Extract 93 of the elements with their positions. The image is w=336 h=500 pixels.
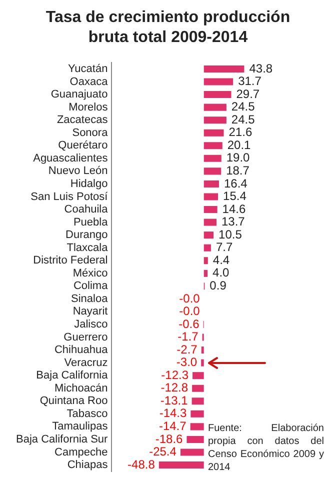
data-label: -12.3 (161, 368, 189, 382)
y-tick-label: México (72, 267, 108, 280)
y-tick-label: Zacatecas (56, 114, 108, 126)
data-label: 16.4 (224, 176, 248, 190)
bar (204, 218, 216, 226)
bar (204, 193, 218, 200)
bar (204, 65, 244, 72)
data-label: -18.6 (155, 432, 184, 446)
y-tick-label: San Luis Potosí (30, 190, 109, 203)
data-label: 13.7 (221, 214, 246, 229)
data-label: 18.7 (226, 164, 250, 178)
y-tick-label: Yucatán (68, 63, 108, 76)
y-tick-label: Distrito Federal (33, 254, 108, 267)
data-label: 43.8 (249, 61, 273, 76)
bar (204, 91, 232, 98)
bar (190, 410, 204, 418)
data-label: 24.5 (231, 112, 256, 126)
y-tick-label: Tamaulipas (52, 420, 108, 433)
bar (192, 372, 204, 380)
data-label: -13.1 (160, 393, 188, 408)
data-label: -0.0 (179, 304, 200, 318)
data-label: 4.0 (212, 266, 230, 280)
data-label: 0.9 (210, 278, 227, 292)
y-tick-label: Quintana Roo (40, 395, 108, 408)
y-tick-label: Querétaro (58, 140, 108, 152)
y-tick-label: Guanajuato (50, 88, 108, 101)
y-tick-label: Nuevo León (48, 165, 108, 178)
y-tick-label: Tlaxcala (66, 242, 109, 254)
y-tick-label: Jalisco (74, 318, 108, 331)
data-label: -2.7 (176, 342, 198, 356)
y-tick-label: Oaxaca (70, 76, 109, 88)
data-label: -14.3 (159, 406, 187, 420)
y-tick-label: Hidalgo (70, 178, 108, 190)
bar (204, 154, 222, 162)
data-label: 10.5 (218, 227, 242, 242)
bar (192, 398, 204, 405)
bar (204, 78, 234, 86)
data-label: 19.0 (226, 150, 250, 165)
bar (204, 206, 218, 214)
y-tick-label: Michoacán (54, 382, 108, 394)
bar (201, 359, 204, 366)
y-tick-label: Campeche (54, 446, 108, 458)
bar (192, 384, 204, 392)
bar (204, 129, 224, 136)
y-tick-label: Baja California (36, 370, 109, 382)
bar (158, 462, 204, 469)
y-tick-label: Chihuahua (54, 344, 109, 356)
y-tick-label: Veracruz (64, 356, 108, 369)
data-label: -12.8 (160, 380, 188, 395)
data-label: -48.8 (128, 457, 156, 472)
data-label: 20.1 (227, 138, 252, 152)
bar (204, 168, 222, 175)
y-tick-label: Coahuila (64, 204, 109, 216)
data-label: 15.4 (223, 189, 247, 204)
bar (180, 448, 204, 456)
y-tick-label: Durango (66, 229, 108, 242)
data-label: 4.4 (212, 252, 230, 267)
bar (190, 423, 204, 430)
bar (204, 270, 208, 277)
y-tick-label: Nayarit (72, 306, 108, 318)
y-tick-label: Morelos (68, 101, 108, 114)
data-label: 29.7 (236, 86, 260, 101)
data-label: 31.7 (238, 74, 262, 88)
bar (204, 257, 208, 264)
y-tick-label: Colima (73, 280, 109, 292)
bar (204, 244, 211, 252)
bar (186, 436, 204, 443)
data-label: 24.5 (231, 100, 256, 114)
chart-title: Tasa de crecimiento producción bruta total 2009-2014 (44, 8, 292, 48)
bar (204, 180, 219, 188)
data-label: -3.0 (176, 355, 198, 370)
y-tick-label: Chiapas (67, 459, 108, 472)
data-label: -0.0 (179, 291, 200, 306)
y-tick-label: Guerrero (64, 331, 108, 344)
data-label: -0.6 (178, 316, 200, 331)
y-tick-label: Baja California Sur (16, 433, 108, 446)
y-tick-label: Sinaloa (71, 292, 109, 305)
data-label: -1.7 (178, 330, 199, 344)
data-label: -14.7 (158, 419, 187, 433)
bar (201, 346, 204, 354)
data-label: -25.4 (149, 444, 177, 459)
bar (204, 104, 226, 111)
y-tick-label: Sonora (72, 126, 109, 139)
bar (204, 116, 226, 124)
y-tick-label: Tabasco (66, 408, 108, 420)
y-tick-label: Puebla (73, 216, 109, 228)
bar (204, 232, 214, 239)
y-tick-label: Aguascalientes (33, 152, 108, 164)
annotation: Fuente: Elaboración propia con datos del Censo Económico 2009 y 2014 (208, 422, 324, 474)
data-label: 7.7 (216, 240, 233, 254)
data-label: 14.6 (222, 202, 246, 216)
data-label: 21.6 (228, 125, 252, 140)
bar (204, 142, 222, 150)
